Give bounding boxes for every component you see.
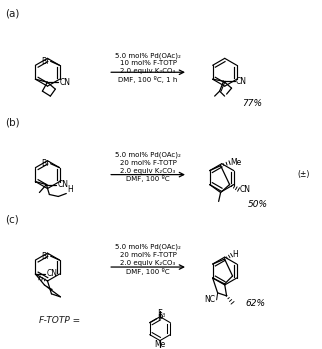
Text: 5.0 mol% Pd(OAc)₂: 5.0 mol% Pd(OAc)₂ — [115, 151, 181, 158]
Text: H: H — [67, 185, 73, 194]
Text: F: F — [157, 309, 162, 318]
Text: CN: CN — [57, 180, 68, 189]
Text: 10 mol% F-TOTP: 10 mol% F-TOTP — [119, 60, 176, 66]
Text: 50%: 50% — [248, 200, 268, 209]
Text: P: P — [158, 314, 163, 323]
Text: 2.0 equiv K₂CO₃: 2.0 equiv K₂CO₃ — [120, 68, 175, 74]
Text: CN: CN — [240, 185, 251, 194]
Text: (c): (c) — [5, 214, 18, 224]
Text: DMF, 100 ºC: DMF, 100 ºC — [126, 175, 170, 182]
Text: Me: Me — [231, 158, 242, 167]
Text: DMF, 100 ºC, 1 h: DMF, 100 ºC, 1 h — [118, 76, 178, 83]
Text: 5.0 mol% Pd(OAc)₂: 5.0 mol% Pd(OAc)₂ — [115, 244, 181, 251]
Text: CN: CN — [236, 77, 247, 86]
Text: NC: NC — [205, 295, 216, 304]
Text: 20 mol% F-TOTP: 20 mol% F-TOTP — [119, 252, 176, 258]
Polygon shape — [44, 285, 53, 291]
Text: Br: Br — [41, 252, 50, 261]
Text: 2.0 equiv K₂CO₃: 2.0 equiv K₂CO₃ — [120, 168, 175, 174]
Text: H: H — [232, 250, 238, 259]
Text: (±): (±) — [297, 170, 309, 179]
Text: 62%: 62% — [246, 299, 266, 308]
Text: 77%: 77% — [242, 98, 263, 107]
Text: (b): (b) — [5, 118, 19, 128]
Text: 20 mol% F-TOTP: 20 mol% F-TOTP — [119, 160, 176, 166]
Text: 5.0 mol% Pd(OAc)₂: 5.0 mol% Pd(OAc)₂ — [115, 52, 181, 59]
Text: 2.0 equiv K₂CO₃: 2.0 equiv K₂CO₃ — [120, 260, 175, 266]
Text: Br: Br — [41, 57, 50, 66]
Text: DMF, 100 ºC: DMF, 100 ºC — [126, 268, 170, 275]
Text: (a): (a) — [5, 9, 19, 18]
Text: 3: 3 — [162, 313, 165, 318]
Text: Me: Me — [154, 340, 166, 349]
Text: CN: CN — [59, 78, 70, 87]
Text: F-TOTP =: F-TOTP = — [39, 316, 80, 325]
Text: Br: Br — [41, 159, 50, 168]
Text: CN: CN — [46, 269, 57, 279]
